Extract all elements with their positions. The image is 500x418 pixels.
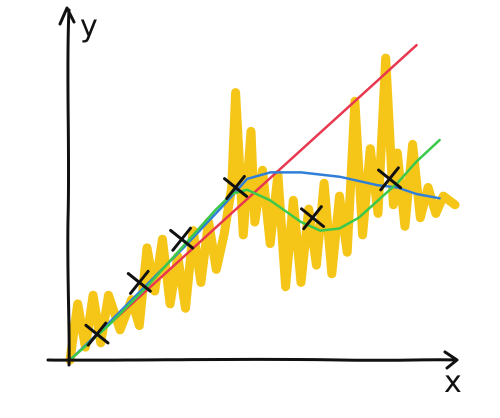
y-axis-arrowhead: [58, 6, 76, 26]
x-axis: [46, 357, 457, 362]
data-point-marker-6: [377, 166, 403, 192]
y-axis: [66, 8, 71, 367]
data-point-marker-1: [84, 321, 110, 347]
data-point-marker-5: [300, 205, 326, 231]
series-4-line: [68, 138, 441, 362]
series-3-line: [68, 171, 441, 362]
series-layer: [65, 43, 460, 365]
x-axis-label: x: [444, 365, 462, 400]
series-1-line: [65, 53, 460, 365]
marker-layer: [84, 166, 403, 347]
data-point-marker-2: [126, 269, 152, 295]
data-point-marker-3: [169, 226, 195, 252]
y-axis-label: y: [80, 9, 98, 44]
x-axis-arrowhead: [443, 350, 459, 370]
data-point-marker-4: [223, 175, 249, 200]
